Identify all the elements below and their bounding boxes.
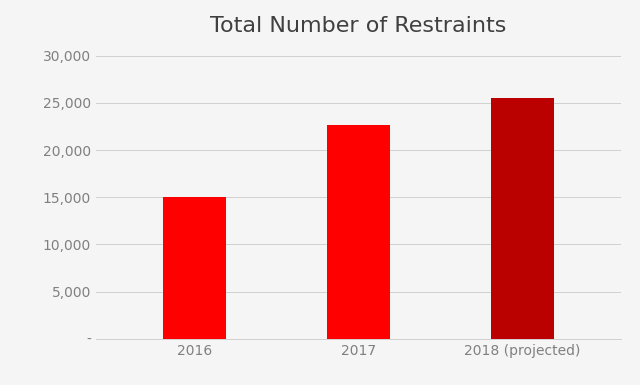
Bar <box>492 98 554 339</box>
Bar <box>327 125 390 339</box>
Bar <box>163 197 225 339</box>
Title: Total Number of Restraints: Total Number of Restraints <box>210 16 507 36</box>
